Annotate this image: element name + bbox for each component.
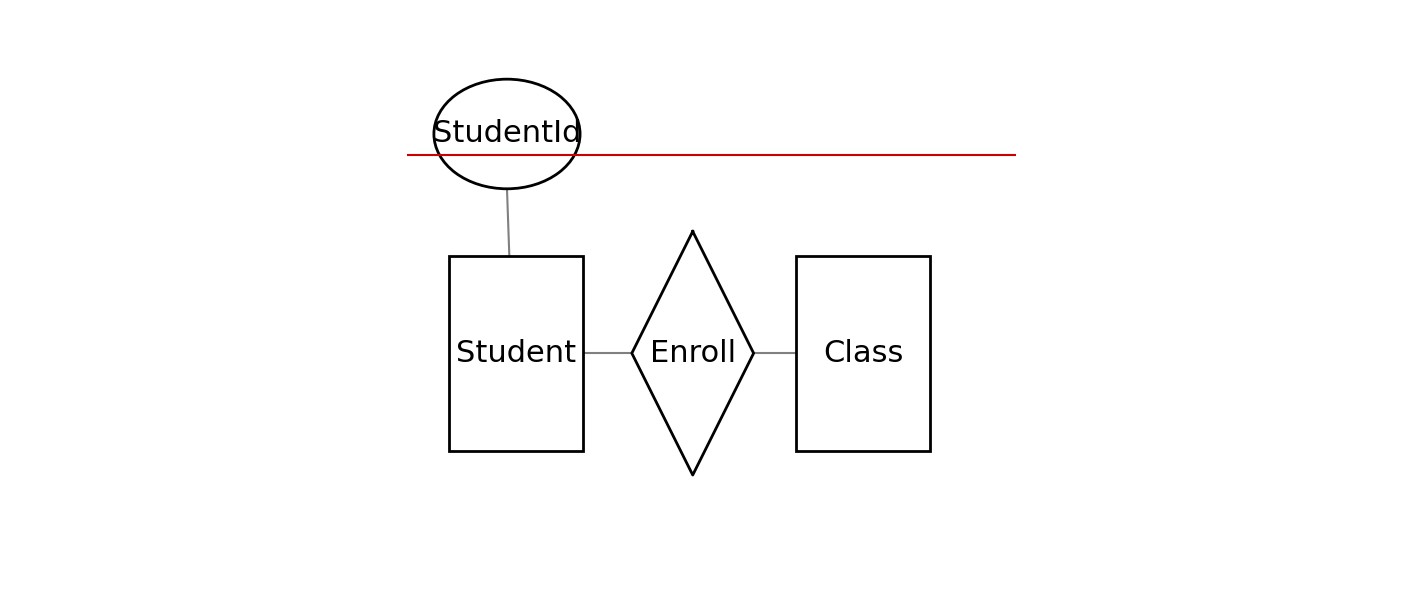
Bar xyxy=(796,256,930,451)
Bar xyxy=(449,256,583,451)
Polygon shape xyxy=(631,231,754,475)
Ellipse shape xyxy=(434,79,580,189)
Text: Student: Student xyxy=(456,339,576,368)
Text: Enroll: Enroll xyxy=(650,339,735,368)
Text: Class: Class xyxy=(823,339,903,368)
Text: StudentId: StudentId xyxy=(432,119,582,149)
